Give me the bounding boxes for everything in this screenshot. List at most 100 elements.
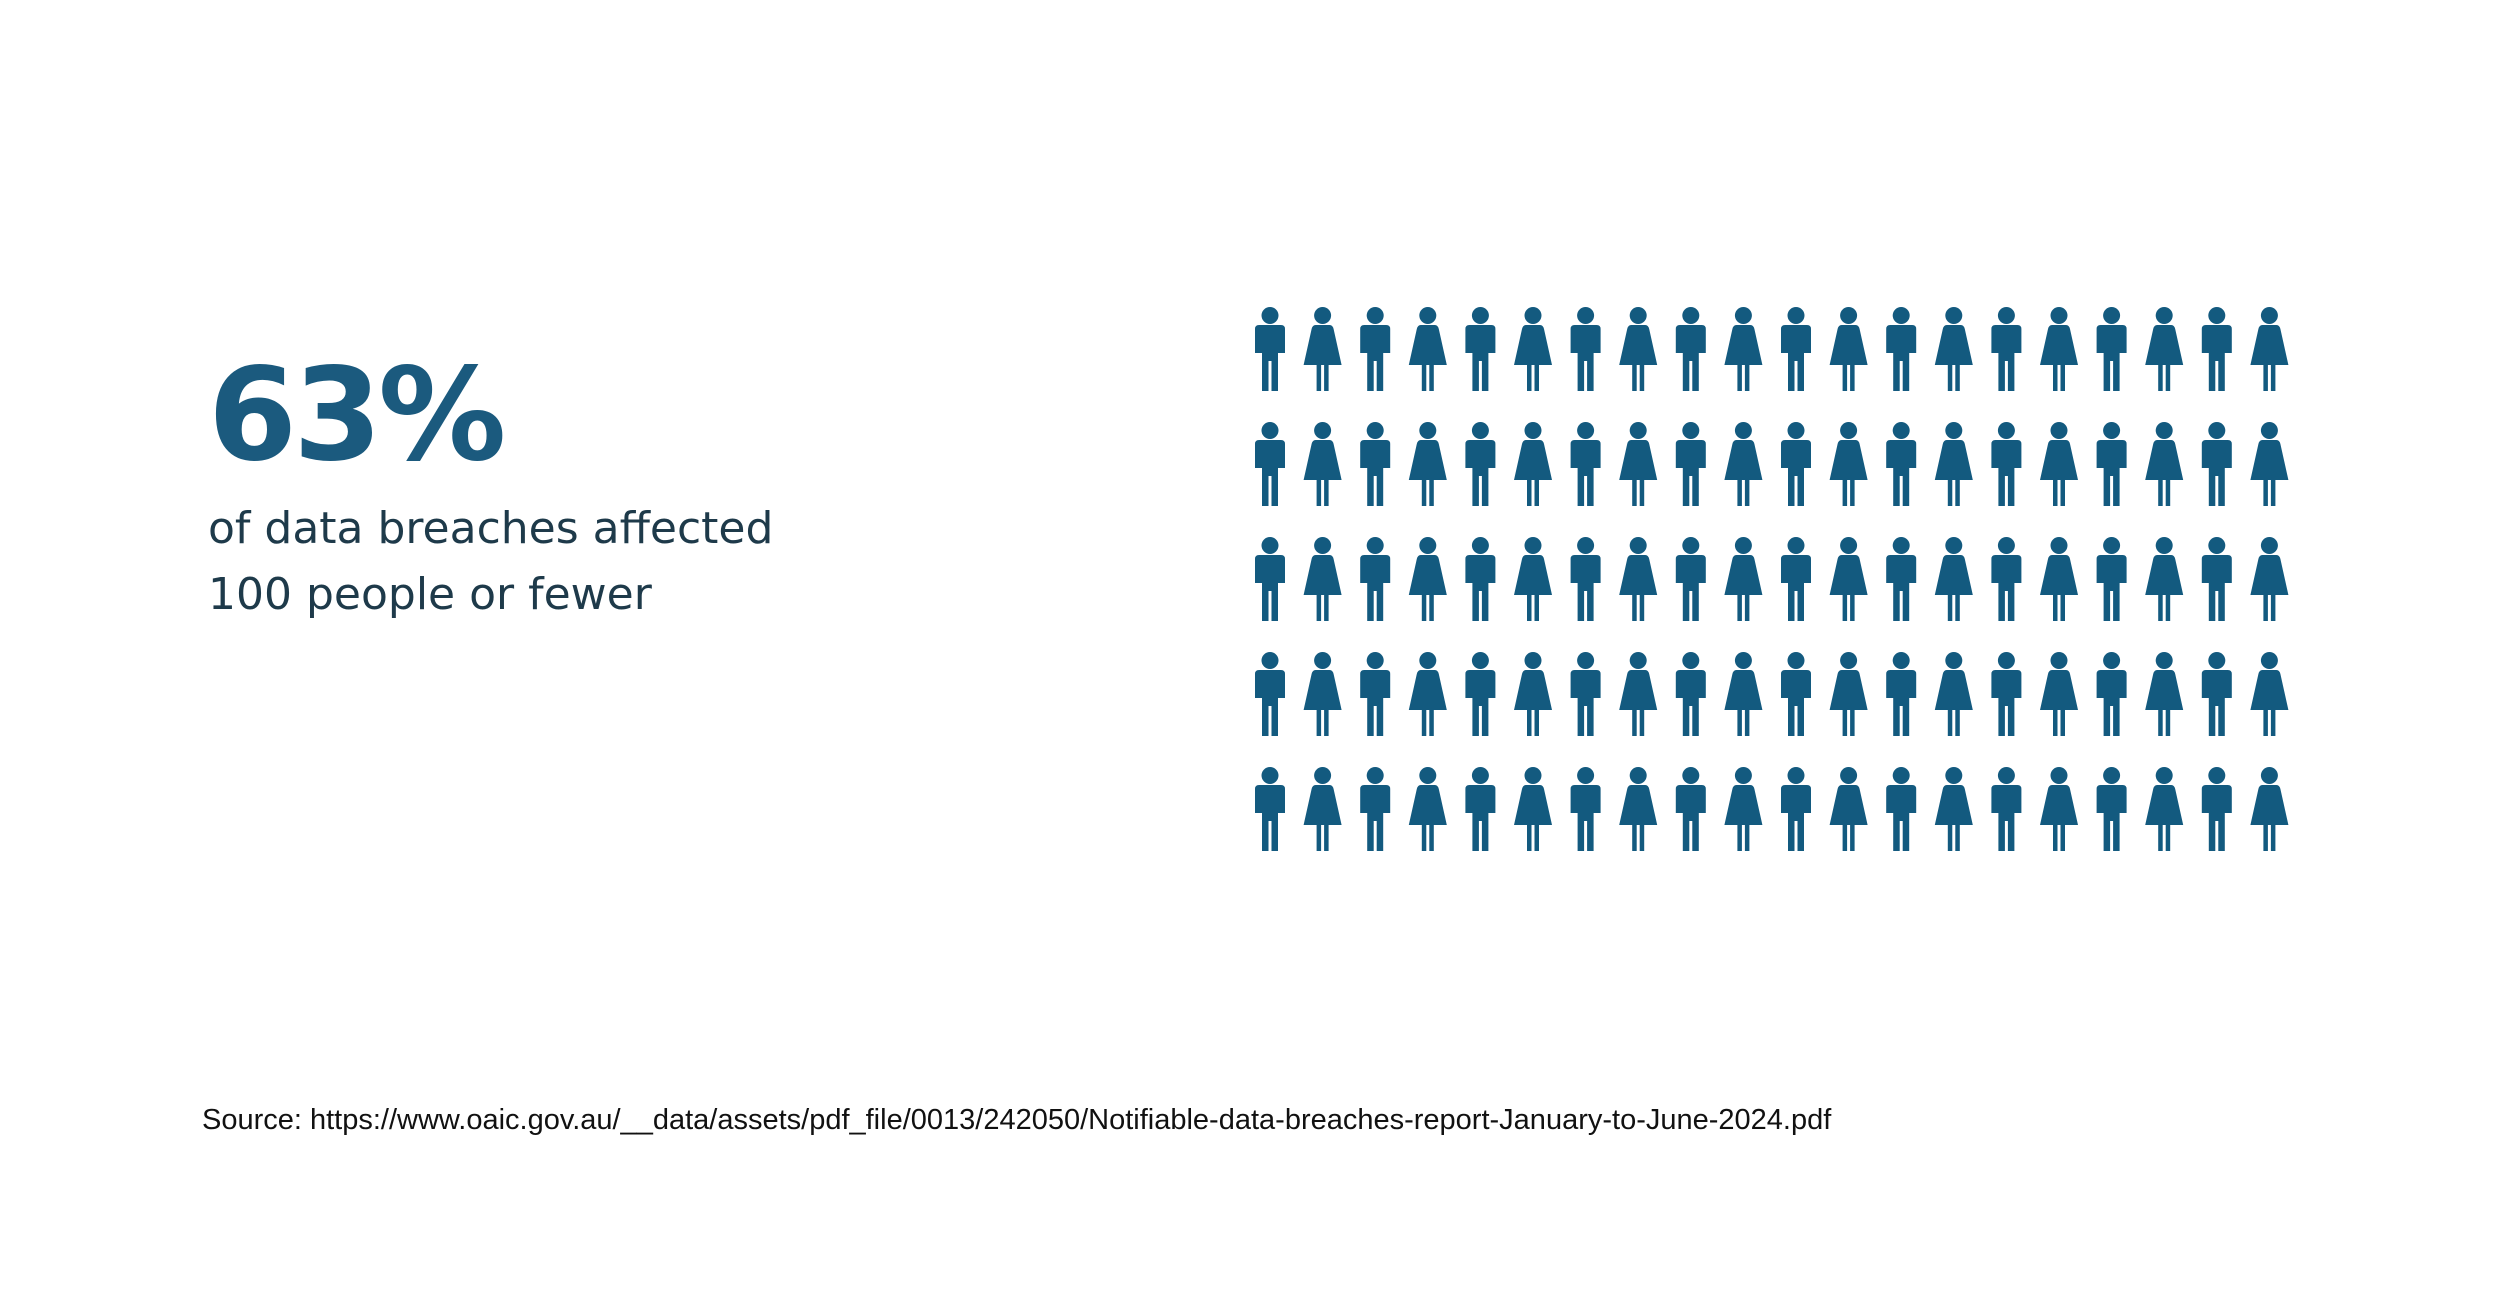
headline-caption: of data breaches affected 100 people or …	[208, 496, 908, 628]
female-person-icon	[1829, 537, 1868, 621]
female-person-icon	[1514, 537, 1552, 621]
female-person-icon	[2040, 307, 2078, 391]
female-person-icon	[1303, 767, 1342, 851]
female-person-icon	[2145, 422, 2184, 506]
male-person-icon	[2096, 537, 2127, 621]
male-person-icon	[1781, 307, 1811, 391]
male-person-icon	[1991, 537, 2022, 621]
female-person-icon	[1619, 307, 1658, 391]
female-person-icon	[2250, 537, 2289, 621]
male-person-icon	[1886, 422, 1917, 506]
male-person-icon	[1991, 767, 2022, 851]
stat-block: 63% of data breaches affected 100 people…	[208, 352, 908, 628]
male-person-icon	[2201, 537, 2232, 621]
male-person-icon	[1570, 422, 1601, 506]
male-person-icon	[1465, 307, 1496, 391]
caption-line-1: of data breaches affected	[208, 503, 774, 554]
male-person-icon	[1570, 537, 1601, 621]
female-person-icon	[1934, 652, 1973, 736]
female-person-icon	[2145, 307, 2184, 391]
male-person-icon	[1886, 307, 1917, 391]
male-person-icon	[1360, 767, 1391, 851]
female-person-icon	[2145, 537, 2184, 621]
male-person-icon	[1255, 307, 1285, 391]
male-person-icon	[1781, 767, 1811, 851]
female-person-icon	[2250, 652, 2289, 736]
female-person-icon	[1829, 422, 1868, 506]
female-person-icon	[2250, 767, 2289, 851]
male-person-icon	[1255, 422, 1285, 506]
female-person-icon	[2040, 537, 2078, 621]
male-person-icon	[1781, 537, 1811, 621]
male-person-icon	[1360, 422, 1391, 506]
female-person-icon	[1724, 767, 1763, 851]
male-person-icon	[2096, 767, 2127, 851]
female-person-icon	[1514, 767, 1552, 851]
female-person-icon	[1408, 652, 1447, 736]
male-person-icon	[1886, 652, 1917, 736]
caption-line-2: 100 people or fewer	[208, 569, 652, 620]
male-person-icon	[1360, 537, 1391, 621]
male-person-icon	[1675, 307, 1706, 391]
male-person-icon	[1465, 537, 1496, 621]
male-person-icon	[1570, 767, 1601, 851]
male-person-icon	[1570, 307, 1601, 391]
female-person-icon	[1514, 307, 1552, 391]
male-person-icon	[1991, 422, 2022, 506]
male-person-icon	[1465, 652, 1496, 736]
female-person-icon	[2250, 307, 2289, 391]
male-person-icon	[2096, 307, 2127, 391]
male-person-icon	[1255, 652, 1285, 736]
female-person-icon	[1934, 307, 1973, 391]
female-person-icon	[2145, 767, 2184, 851]
male-person-icon	[1781, 422, 1811, 506]
male-person-icon	[2096, 422, 2127, 506]
female-person-icon	[1514, 652, 1552, 736]
people-pictogram	[1250, 295, 2290, 855]
female-person-icon	[1619, 652, 1658, 736]
female-person-icon	[1408, 422, 1447, 506]
female-person-icon	[1408, 767, 1447, 851]
female-person-icon	[1829, 652, 1868, 736]
female-person-icon	[1514, 422, 1552, 506]
male-person-icon	[1255, 537, 1285, 621]
male-person-icon	[1675, 537, 1706, 621]
female-person-icon	[1829, 767, 1868, 851]
male-person-icon	[1991, 652, 2022, 736]
female-person-icon	[2040, 652, 2078, 736]
male-person-icon	[1675, 767, 1706, 851]
female-person-icon	[2250, 422, 2289, 506]
female-person-icon	[1724, 307, 1763, 391]
male-person-icon	[1886, 767, 1917, 851]
male-person-icon	[2201, 307, 2232, 391]
headline-percentage: 63%	[208, 341, 506, 490]
female-person-icon	[1934, 537, 1973, 621]
female-person-icon	[1619, 767, 1658, 851]
male-person-icon	[1360, 652, 1391, 736]
male-person-icon	[1675, 422, 1706, 506]
female-person-icon	[2040, 767, 2078, 851]
male-person-icon	[1991, 307, 2022, 391]
female-person-icon	[1303, 652, 1342, 736]
male-person-icon	[1570, 652, 1601, 736]
male-person-icon	[1886, 537, 1917, 621]
female-person-icon	[2145, 652, 2184, 736]
male-person-icon	[1465, 422, 1496, 506]
male-person-icon	[2096, 652, 2127, 736]
source-note: Source: https://www.oaic.gov.au/__data/a…	[202, 1104, 1832, 1136]
female-person-icon	[1303, 537, 1342, 621]
female-person-icon	[1619, 422, 1658, 506]
male-person-icon	[1465, 767, 1496, 851]
female-person-icon	[1934, 767, 1973, 851]
female-person-icon	[1303, 307, 1342, 391]
female-person-icon	[1619, 537, 1658, 621]
male-person-icon	[2201, 767, 2232, 851]
female-person-icon	[1408, 537, 1447, 621]
female-person-icon	[1408, 307, 1447, 391]
pictogram-svg	[1255, 307, 2289, 851]
female-person-icon	[1303, 422, 1342, 506]
male-person-icon	[1781, 652, 1811, 736]
male-person-icon	[2201, 652, 2232, 736]
female-person-icon	[1724, 537, 1763, 621]
male-person-icon	[2201, 422, 2232, 506]
